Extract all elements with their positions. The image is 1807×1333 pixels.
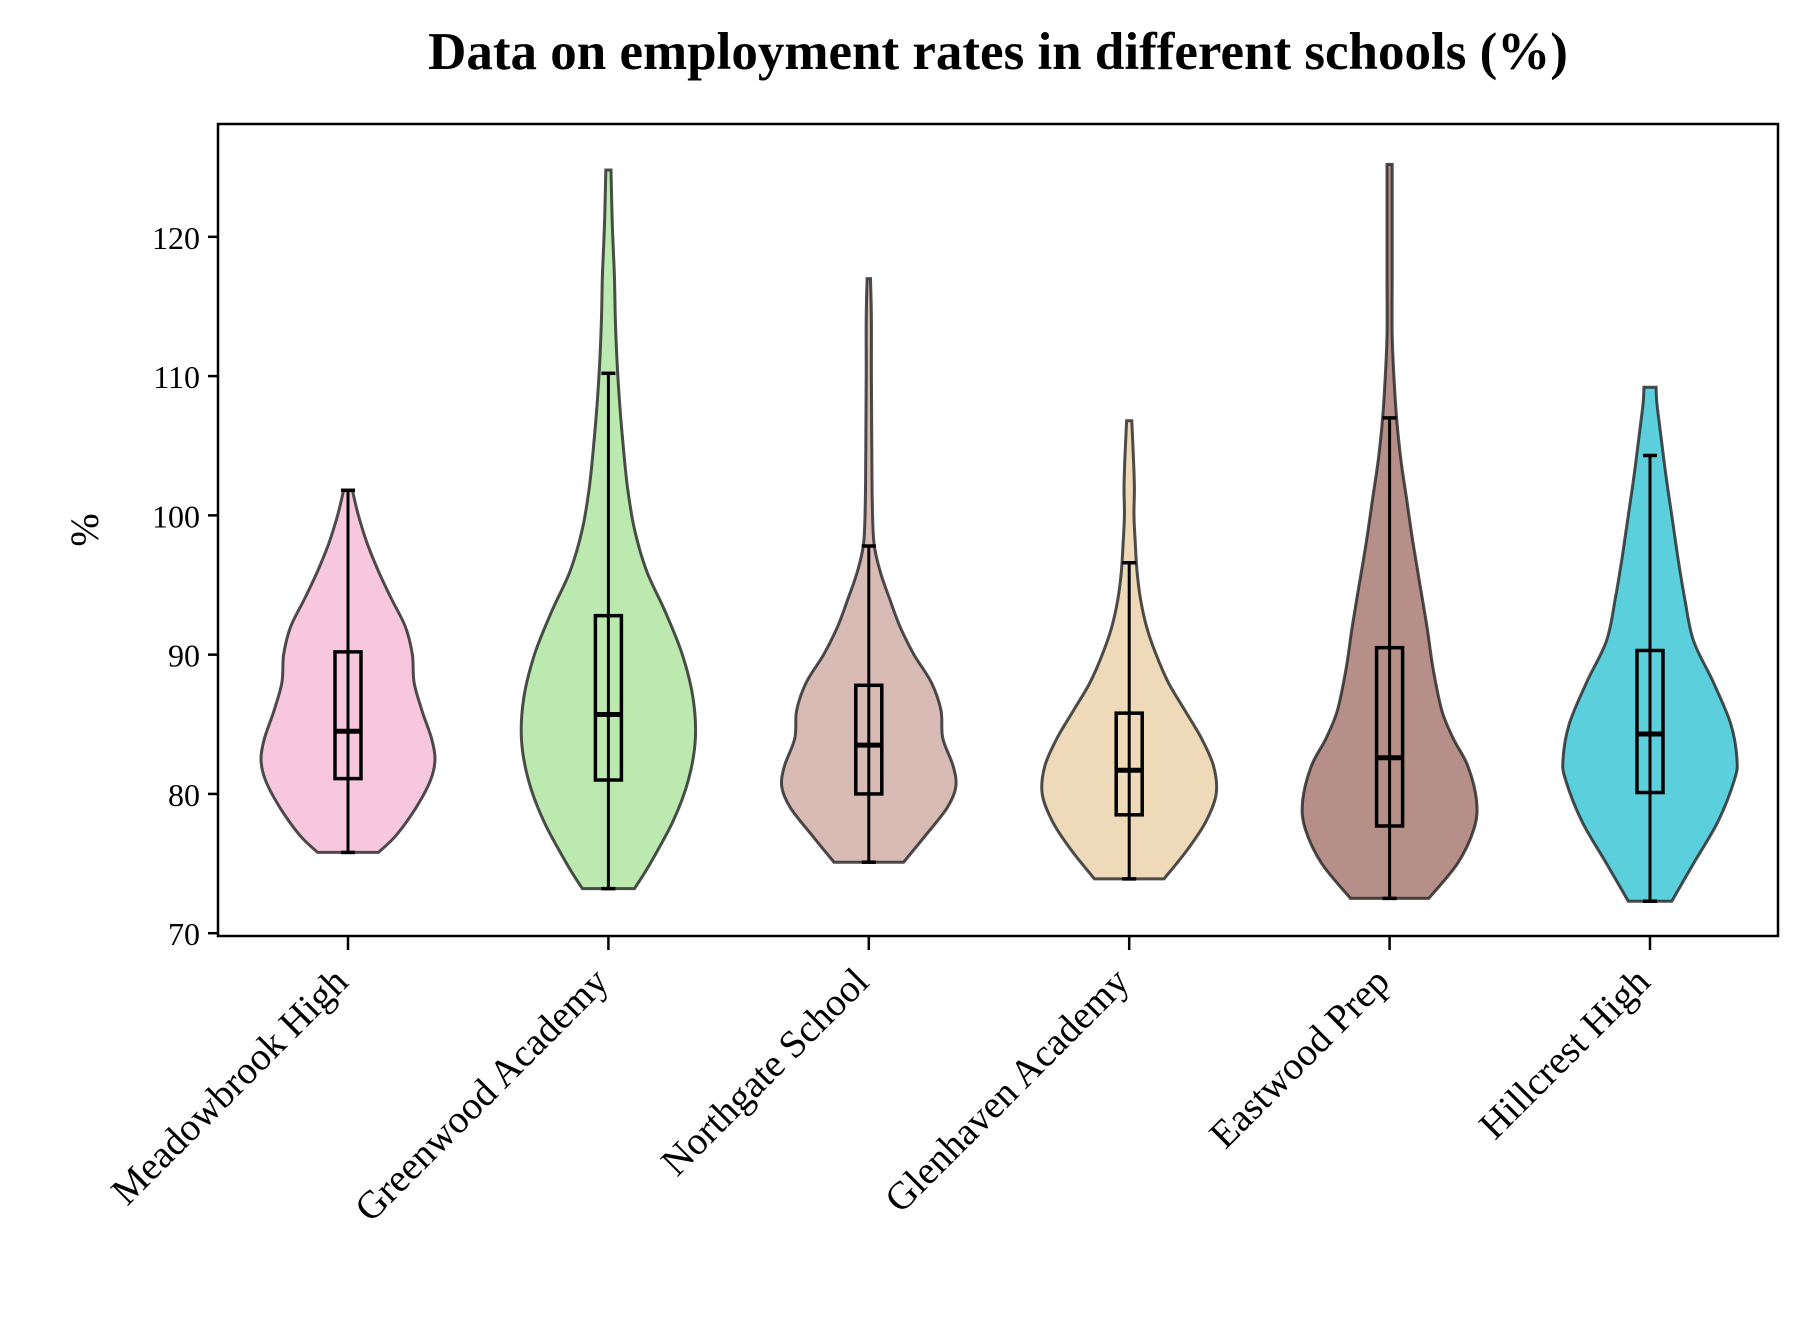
iqr-box — [333, 650, 363, 781]
plot-area-frame — [216, 122, 1780, 938]
x-tick-label-0: Meadowbrook High — [103, 960, 356, 1213]
chart-title: Data on employment rates in different sc… — [428, 23, 1568, 81]
x-tick-label-5: Hillcrest High — [1471, 960, 1658, 1147]
boxplot-3 — [1114, 560, 1144, 881]
boxplot-2 — [854, 544, 884, 864]
y-axis: 70 80 90 100 110 120 — [152, 220, 218, 952]
x-tick-label-2: Northgate School — [653, 960, 877, 1184]
y-tick-label-120: 120 — [152, 220, 200, 256]
y-tick-label-100: 100 — [152, 498, 200, 534]
boxplot-4 — [1374, 416, 1405, 901]
y-tick-label-70: 70 — [168, 916, 200, 952]
iqr-box — [1114, 711, 1144, 817]
y-tick-label-80: 80 — [168, 777, 200, 813]
boxplot-0 — [333, 488, 363, 855]
iqr-box — [854, 683, 884, 796]
iqr-box — [1374, 645, 1405, 828]
x-tick-label-3: Glenhaven Academy — [877, 960, 1138, 1221]
boxplots-layer — [333, 371, 1665, 903]
boxplot-1 — [593, 371, 624, 891]
iqr-box — [593, 613, 624, 782]
y-axis-label: % — [62, 513, 107, 546]
iqr-box — [1635, 648, 1665, 795]
violins-layer — [259, 162, 1739, 903]
x-tick-label-4: Eastwood Prep — [1201, 960, 1398, 1157]
y-tick-label-110: 110 — [153, 359, 200, 395]
y-tick-label-90: 90 — [168, 638, 200, 674]
boxplot-5 — [1635, 453, 1665, 903]
x-tick-label-1: Greenwood Academy — [347, 960, 617, 1230]
